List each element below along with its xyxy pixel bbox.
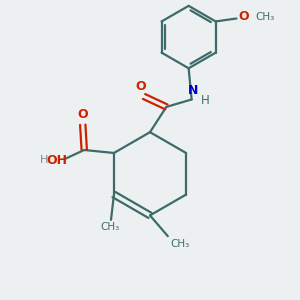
Text: CH₃: CH₃	[170, 238, 190, 249]
Text: H: H	[201, 94, 209, 107]
Text: N: N	[188, 84, 198, 97]
Text: H: H	[40, 155, 49, 165]
Text: O: O	[135, 80, 146, 93]
Text: OH: OH	[46, 154, 67, 167]
Text: O: O	[239, 11, 250, 23]
Text: CH₃: CH₃	[256, 12, 275, 22]
Text: O: O	[77, 108, 88, 121]
Text: CH₃: CH₃	[100, 222, 119, 232]
